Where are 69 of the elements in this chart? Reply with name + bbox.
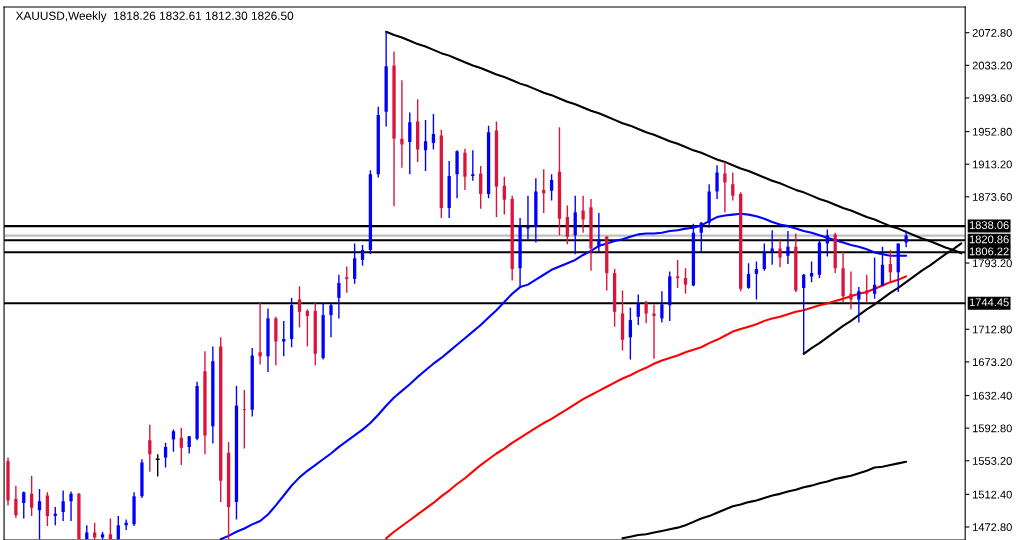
y-tick-label: 1553.20 <box>972 457 1012 465</box>
candlestick <box>22 490 26 520</box>
y-tick-label: 2033.20 <box>972 61 1012 70</box>
candlestick <box>849 270 853 311</box>
candlestick <box>699 221 703 253</box>
candlestick <box>660 290 664 324</box>
ref-line-label: 1744.45 <box>969 298 1009 307</box>
candlestick <box>675 259 680 289</box>
y-tick-label: 1913.20 <box>972 160 1012 169</box>
candlestick <box>731 171 735 202</box>
candlestick <box>865 274 869 304</box>
candlestick <box>565 204 570 245</box>
candlestick <box>581 194 585 234</box>
ref-line-label: 1820.86 <box>969 235 1009 244</box>
candlestick <box>502 176 506 216</box>
candlestick <box>179 427 183 466</box>
chart-title: XAUUSD,Weekly 1818.26 1832.61 1812.30 1826.50 <box>15 11 294 23</box>
candlestick <box>652 303 656 360</box>
candlestick <box>258 301 262 366</box>
candlestick <box>61 489 65 522</box>
candlestick <box>431 113 436 151</box>
ref-line-label: 1838.06 <box>969 221 1009 230</box>
candlestick <box>345 265 349 294</box>
candlestick <box>778 237 782 269</box>
candlestick <box>526 194 530 241</box>
candlestick <box>463 148 467 191</box>
y-tick-label: 1592.80 <box>972 424 1012 433</box>
candlestick <box>573 194 577 255</box>
candlestick <box>69 490 73 522</box>
y-tick-label: 1873.60 <box>972 193 1012 201</box>
candlestick <box>549 173 554 202</box>
y-tick-label: 1673.20 <box>972 358 1012 367</box>
candlestick <box>786 230 790 265</box>
y-tick-label: 1632.40 <box>972 391 1012 400</box>
candlestick <box>329 302 333 339</box>
candlestick <box>297 285 302 329</box>
candlestick <box>471 149 475 182</box>
candlestick <box>723 161 727 213</box>
candlestick <box>400 79 404 169</box>
candlestick <box>337 274 341 320</box>
y-tick-label: 1712.80 <box>972 325 1012 334</box>
candlestick <box>683 267 688 295</box>
candlestick <box>644 300 648 325</box>
candlestick <box>455 149 459 199</box>
candlestick <box>360 244 365 267</box>
candlestick <box>754 260 759 301</box>
candlestick <box>148 423 152 473</box>
candlestick <box>746 262 751 290</box>
candlestick <box>872 256 877 300</box>
candlestick <box>274 316 278 367</box>
y-tick-label: 1472.80 <box>972 523 1012 532</box>
y-tick-label: 1793.20 <box>972 259 1012 268</box>
candlestick <box>29 475 34 517</box>
y-tick-label: 1952.80 <box>972 127 1012 136</box>
candlestick <box>163 442 168 469</box>
candlestick <box>423 119 428 172</box>
candlestick <box>305 308 310 348</box>
y-tick-label: 1993.60 <box>972 94 1012 103</box>
candlestick <box>770 229 774 266</box>
candlestick <box>715 164 719 200</box>
candlestick <box>408 111 412 175</box>
candlestick <box>37 488 42 540</box>
y-tick-label: 1512.40 <box>972 490 1012 499</box>
candlestick <box>14 484 18 519</box>
ref-line-label: 1806.22 <box>969 247 1009 256</box>
y-tick-label: 2072.80 <box>972 28 1012 37</box>
candlestick <box>352 242 357 285</box>
candlestick <box>242 389 246 450</box>
candlestick <box>479 165 483 210</box>
